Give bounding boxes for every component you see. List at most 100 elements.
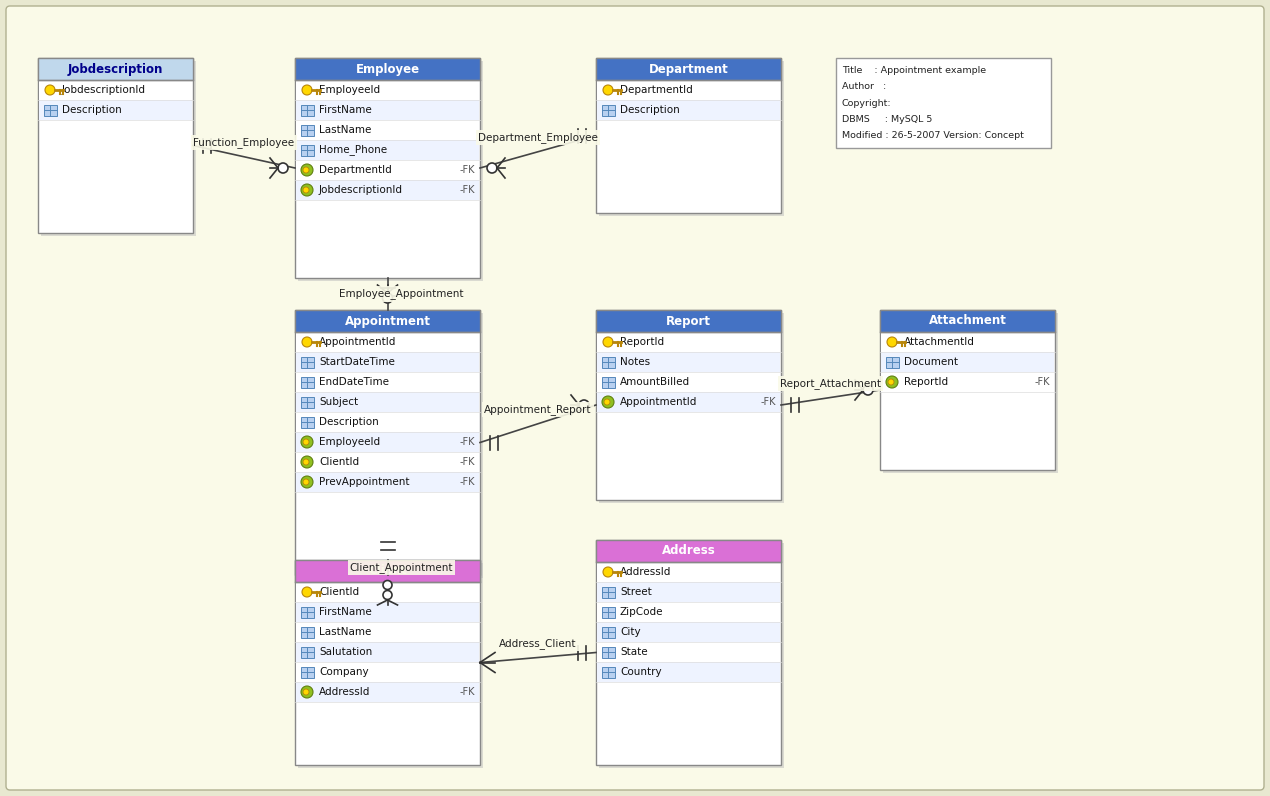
- Text: -FK: -FK: [460, 185, 475, 195]
- Circle shape: [304, 187, 309, 193]
- Text: Notes: Notes: [620, 357, 650, 367]
- Text: Document: Document: [904, 357, 958, 367]
- Circle shape: [304, 439, 309, 445]
- Circle shape: [603, 567, 613, 577]
- FancyBboxPatch shape: [301, 627, 314, 638]
- Circle shape: [301, 476, 312, 488]
- Text: Company: Company: [319, 667, 368, 677]
- FancyBboxPatch shape: [301, 607, 314, 618]
- Text: Subject: Subject: [319, 397, 358, 407]
- FancyBboxPatch shape: [880, 310, 1055, 470]
- FancyBboxPatch shape: [881, 352, 1054, 372]
- Text: DBMS     : MySQL 5: DBMS : MySQL 5: [842, 115, 932, 124]
- Text: -FK: -FK: [460, 457, 475, 467]
- FancyBboxPatch shape: [295, 58, 480, 80]
- Text: Home_Phone: Home_Phone: [319, 145, 387, 155]
- FancyBboxPatch shape: [602, 647, 615, 658]
- FancyBboxPatch shape: [296, 80, 479, 100]
- FancyBboxPatch shape: [295, 310, 480, 575]
- FancyBboxPatch shape: [597, 622, 780, 642]
- FancyBboxPatch shape: [296, 332, 479, 352]
- Text: Client: Client: [368, 564, 406, 578]
- Text: AddressId: AddressId: [319, 687, 371, 697]
- Text: -FK: -FK: [460, 437, 475, 447]
- Circle shape: [304, 459, 309, 465]
- Text: State: State: [620, 647, 648, 657]
- FancyBboxPatch shape: [296, 352, 479, 372]
- Text: ClientId: ClientId: [319, 457, 359, 467]
- FancyBboxPatch shape: [602, 607, 615, 618]
- Text: LastName: LastName: [319, 627, 371, 637]
- FancyBboxPatch shape: [597, 332, 780, 352]
- FancyBboxPatch shape: [883, 313, 1058, 473]
- FancyBboxPatch shape: [296, 180, 479, 200]
- FancyBboxPatch shape: [295, 560, 480, 765]
- Circle shape: [382, 293, 392, 303]
- FancyBboxPatch shape: [296, 622, 479, 642]
- FancyBboxPatch shape: [296, 602, 479, 622]
- FancyBboxPatch shape: [296, 372, 479, 392]
- Circle shape: [302, 337, 312, 347]
- Text: ZipCode: ZipCode: [620, 607, 663, 617]
- FancyBboxPatch shape: [39, 100, 192, 120]
- FancyBboxPatch shape: [596, 58, 781, 80]
- FancyBboxPatch shape: [295, 58, 480, 278]
- FancyBboxPatch shape: [881, 332, 1054, 352]
- Text: Client_Appointment: Client_Appointment: [349, 562, 453, 573]
- FancyBboxPatch shape: [597, 372, 780, 392]
- FancyBboxPatch shape: [38, 58, 193, 80]
- Circle shape: [384, 580, 392, 590]
- Circle shape: [278, 163, 288, 173]
- Text: EmployeeId: EmployeeId: [319, 85, 380, 95]
- FancyBboxPatch shape: [597, 582, 780, 602]
- Text: Description: Description: [319, 417, 378, 427]
- FancyBboxPatch shape: [602, 357, 615, 368]
- Text: Department_Employee: Department_Employee: [478, 132, 598, 143]
- Text: AmountBilled: AmountBilled: [620, 377, 690, 387]
- Text: Report: Report: [665, 314, 711, 327]
- FancyBboxPatch shape: [301, 377, 314, 388]
- FancyBboxPatch shape: [301, 125, 314, 136]
- FancyBboxPatch shape: [296, 392, 479, 412]
- Text: Description: Description: [620, 105, 679, 115]
- FancyBboxPatch shape: [301, 105, 314, 116]
- Text: Appointment_Report: Appointment_Report: [484, 404, 592, 416]
- Circle shape: [301, 436, 312, 448]
- FancyBboxPatch shape: [296, 682, 479, 702]
- Text: -FK: -FK: [1035, 377, 1050, 387]
- Circle shape: [886, 376, 898, 388]
- FancyBboxPatch shape: [296, 432, 479, 452]
- Text: Employee_Appointment: Employee_Appointment: [339, 288, 464, 299]
- Text: AddressId: AddressId: [620, 567, 672, 577]
- Text: Country: Country: [620, 667, 662, 677]
- Text: -FK: -FK: [761, 397, 776, 407]
- FancyBboxPatch shape: [602, 587, 615, 598]
- Text: -FK: -FK: [460, 477, 475, 487]
- Text: ReportId: ReportId: [904, 377, 949, 387]
- Circle shape: [44, 85, 55, 95]
- Circle shape: [888, 379, 894, 385]
- FancyBboxPatch shape: [296, 160, 479, 180]
- FancyBboxPatch shape: [296, 582, 479, 602]
- FancyBboxPatch shape: [296, 472, 479, 492]
- Text: DepartmentId: DepartmentId: [319, 165, 391, 175]
- Text: JobdescriptionId: JobdescriptionId: [62, 85, 146, 95]
- FancyBboxPatch shape: [602, 627, 615, 638]
- FancyBboxPatch shape: [602, 377, 615, 388]
- FancyBboxPatch shape: [301, 145, 314, 156]
- FancyBboxPatch shape: [301, 667, 314, 678]
- Text: Appointment: Appointment: [344, 314, 431, 327]
- Text: AppointmentId: AppointmentId: [620, 397, 697, 407]
- Circle shape: [602, 396, 613, 408]
- Text: Address_Client: Address_Client: [499, 638, 577, 649]
- FancyBboxPatch shape: [301, 397, 314, 408]
- FancyBboxPatch shape: [296, 662, 479, 682]
- FancyBboxPatch shape: [597, 100, 780, 120]
- Text: AttachmentId: AttachmentId: [904, 337, 975, 347]
- FancyBboxPatch shape: [38, 58, 193, 233]
- Text: Modified : 26-5-2007 Version: Concept: Modified : 26-5-2007 Version: Concept: [842, 131, 1024, 140]
- Text: Copyright:: Copyright:: [842, 99, 892, 107]
- FancyBboxPatch shape: [596, 310, 781, 332]
- Text: StartDateTime: StartDateTime: [319, 357, 395, 367]
- FancyBboxPatch shape: [39, 80, 192, 100]
